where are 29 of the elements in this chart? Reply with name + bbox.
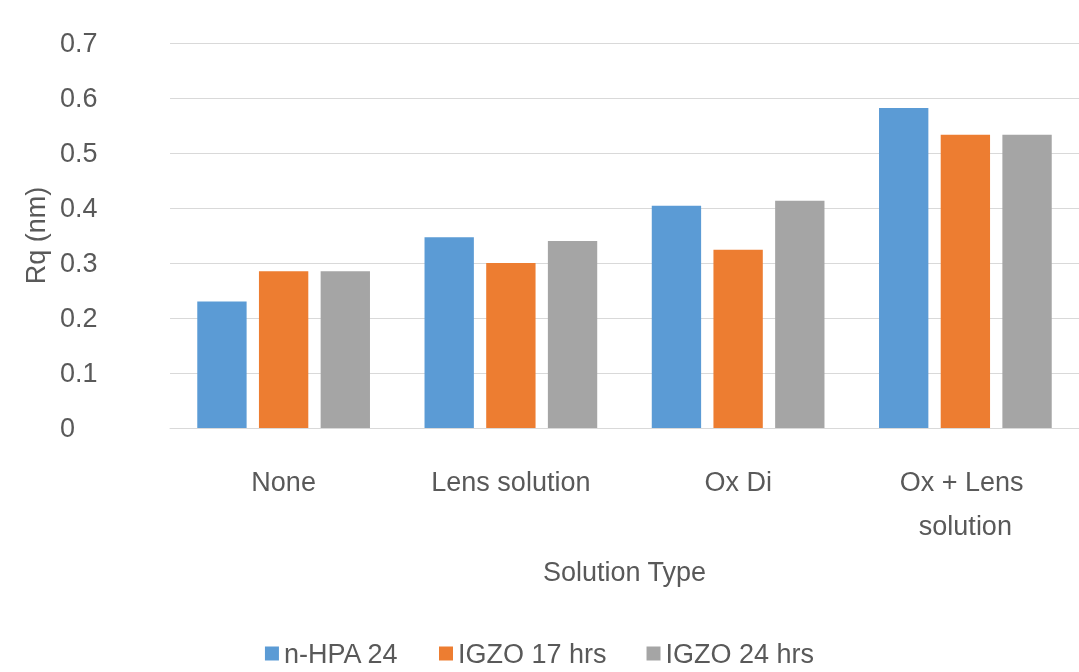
y-tick-label: 0.2 — [60, 303, 98, 333]
bar — [775, 200, 825, 428]
y-tick-label: 0.5 — [60, 138, 98, 168]
bar — [258, 271, 309, 428]
y-tick-label: 0.1 — [60, 358, 98, 388]
bar — [713, 249, 763, 428]
bar — [879, 107, 929, 428]
y-tick-label: 0 — [60, 413, 76, 443]
x-axis-title: Solution Type — [542, 556, 707, 587]
bar — [486, 263, 536, 428]
bar — [651, 205, 702, 428]
y-tick-label: 0.6 — [60, 83, 98, 113]
y-tick-label: 0.4 — [60, 193, 98, 223]
bar — [320, 271, 370, 428]
legend-label: n-HPA 24 — [283, 638, 398, 669]
bar — [940, 134, 991, 428]
x-tick-label: Lens solution — [431, 467, 591, 497]
legend-label: IGZO 24 hrs — [665, 638, 815, 669]
y-tick-label: 0.7 — [60, 28, 98, 58]
x-tick-label: None — [251, 467, 316, 497]
bar — [424, 237, 474, 428]
legend-label: IGZO 17 hrs — [457, 638, 607, 669]
bar — [547, 241, 598, 428]
y-tick-label: 0.3 — [60, 248, 98, 278]
bar — [1002, 134, 1052, 428]
y-axis-title: Rq (nm) — [20, 186, 51, 285]
x-tick-label: Ox Di — [704, 467, 772, 497]
bar — [197, 301, 247, 428]
x-tick-label: Ox + Lens solution — [899, 467, 1032, 541]
